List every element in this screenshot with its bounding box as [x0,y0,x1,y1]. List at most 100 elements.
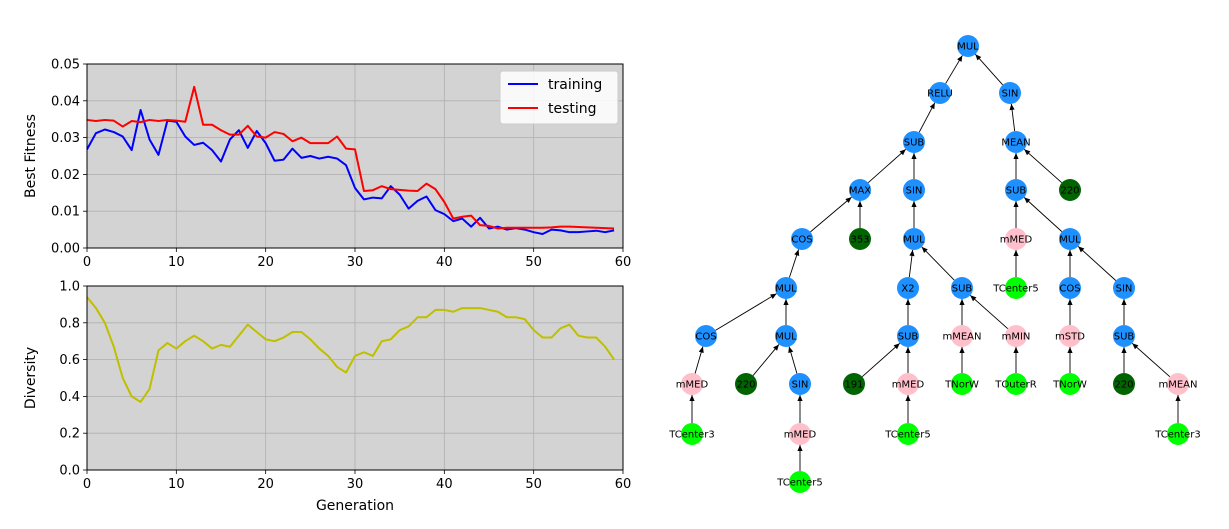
tree-node-label: X2 [901,284,914,295]
x-tick-label: 30 [347,255,364,270]
x-tick-label: 0 [83,477,91,492]
tree-edge-arrowhead [1013,250,1019,256]
tree-node-terminal [1005,277,1027,299]
tree-edge-arrowhead [970,295,977,302]
tree-node-aggregate [1167,373,1189,395]
x-tick-label: 40 [436,477,453,492]
tree-node-function [791,228,813,250]
tree-node-label: SUB [952,284,973,295]
tree-node-constant [849,228,871,250]
y-tick-label: 0.02 [51,168,80,183]
tree-edge [1023,148,1063,184]
y-tick-label: 0.05 [51,58,80,73]
tree-edge-arrowhead [1121,347,1127,353]
tree-edge [810,196,852,233]
axes-frame [86,63,624,249]
y-tick-label: 0.0 [59,464,80,479]
tree-node-function [1059,277,1081,299]
tree-node-aggregate [897,373,919,395]
tree-edge-arrowhead [1067,347,1073,353]
tree-node-label: 191 [844,380,863,391]
tree-nodes: MUL RELU SIN SUB MEAN MAX SIN SUB 220 COS 353 MUL mM… [668,35,1201,493]
tree-node-label: mMEAN [1158,380,1197,391]
tree-edge-arrowhead [905,347,911,353]
y-tick-label: 0.6 [59,353,80,368]
y-tick-label: 0.00 [51,242,80,257]
tree-edge-arrowhead [1013,347,1019,353]
y-tick-label: 0.4 [59,390,80,405]
tree-node-terminal [1167,423,1189,445]
tree-node-label: 353 [850,235,869,246]
tree-node-function [1005,179,1027,201]
series-line-testing [86,85,615,230]
tree-node-label: MEAN [1001,138,1030,149]
tree-edge [921,246,955,281]
tree-edge-arrowhead [797,445,803,451]
tree-node-label: MUL [775,332,797,343]
tree-edge-arrowhead [1132,343,1139,350]
tree-node-label: mMIN [1002,332,1031,343]
tree-node-function [957,35,979,57]
tree-edge [974,53,1004,86]
tree-node-label: COS [695,332,716,343]
tree-node-label: 220 [736,380,755,391]
tree-node-function [897,325,919,347]
tree-edge-arrowhead [783,299,789,305]
tree-node-label: SIN [1116,284,1133,295]
tree-node-function [1113,325,1135,347]
y-tick-label: 1.0 [59,280,80,295]
tree-node-function [849,179,871,201]
legend-label-testing: testing [548,101,597,117]
tree-edge-arrowhead [957,55,963,62]
tree-node-label: 220 [1060,186,1079,197]
tree-node-aggregate [789,423,811,445]
tree-node-label: mSTD [1055,332,1085,343]
diversity-panel: 0 10 20 30 40 50 60 0.0 0.2 0.4 0.6 0.8 1.0 Diversity… [23,280,631,515]
axes-frame [86,285,624,471]
tree-edge-arrowhead [689,395,695,401]
tree-edge-arrowhead [899,149,906,156]
tree-node-terminal [897,423,919,445]
tree-edge [1131,342,1171,378]
tree-node-function [789,373,811,395]
tree-node-label: SIN [906,186,923,197]
fitness-panel: 0 10 20 30 40 50 60 0.00 0.01 0.02 0.03 0.04 0.05 Bes… [23,58,631,271]
x-tick-label: 30 [347,477,364,492]
tree-edge [867,148,907,184]
tree-edge-arrowhead [1067,299,1073,305]
tree-node-function [999,82,1021,104]
x-tick-label: 50 [525,477,542,492]
tree-edge-arrowhead [1024,149,1031,156]
y-tick-label: 0.04 [51,94,80,109]
tree-edge-arrowhead [909,249,915,257]
tree-edge [715,293,777,331]
tree-node-function [775,277,797,299]
y-tick-label: 0.2 [59,427,80,442]
tree-node-function [903,179,925,201]
tree-edge-arrowhead [1013,201,1019,207]
y-tick-label: 0.01 [51,205,80,220]
tree-edge-arrowhead [911,201,917,207]
x-tick-label: 60 [615,477,632,492]
tree-node-aggregate [1005,228,1027,250]
tree-edge-arrowhead [1067,250,1073,256]
tree-edge-arrowhead [845,197,852,203]
tree-edge-arrowhead [1175,395,1181,401]
tree-edge-arrowhead [929,102,935,110]
tree-edge [752,344,780,376]
tree-edge-arrowhead [698,346,704,354]
tree-node-aggregate [951,325,973,347]
tree-node-function [903,131,925,153]
tree-node-function [695,325,717,347]
tree-node-label: TNorW [1052,380,1087,391]
tree-node-label: mMED [1000,235,1033,246]
tree-node-label: MUL [775,284,797,295]
tree-node-function [897,277,919,299]
tree-node-label: mMED [892,380,925,391]
tree-edge-arrowhead [1121,299,1127,305]
tree-edge-arrowhead [921,246,928,253]
tree-edge-arrowhead [959,299,965,305]
tree-node-function [903,228,925,250]
tree-node-terminal [951,373,973,395]
